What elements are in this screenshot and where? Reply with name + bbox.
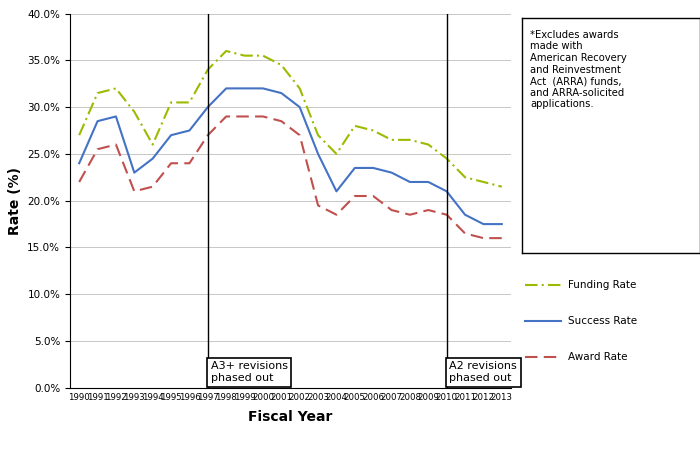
X-axis label: Fiscal Year: Fiscal Year [248,410,332,424]
Text: A3+ revisions
phased out: A3+ revisions phased out [211,361,288,383]
Text: *Excludes awards
made with
American Recovery
and Reinvestment
Act  (ARRA) funds,: *Excludes awards made with American Reco… [531,30,627,109]
Text: Success Rate: Success Rate [568,316,637,326]
Y-axis label: Rate (%): Rate (%) [8,167,22,235]
Text: A2 revisions
phased out: A2 revisions phased out [449,361,517,383]
Text: Award Rate: Award Rate [568,352,627,362]
Text: Funding Rate: Funding Rate [568,281,636,290]
